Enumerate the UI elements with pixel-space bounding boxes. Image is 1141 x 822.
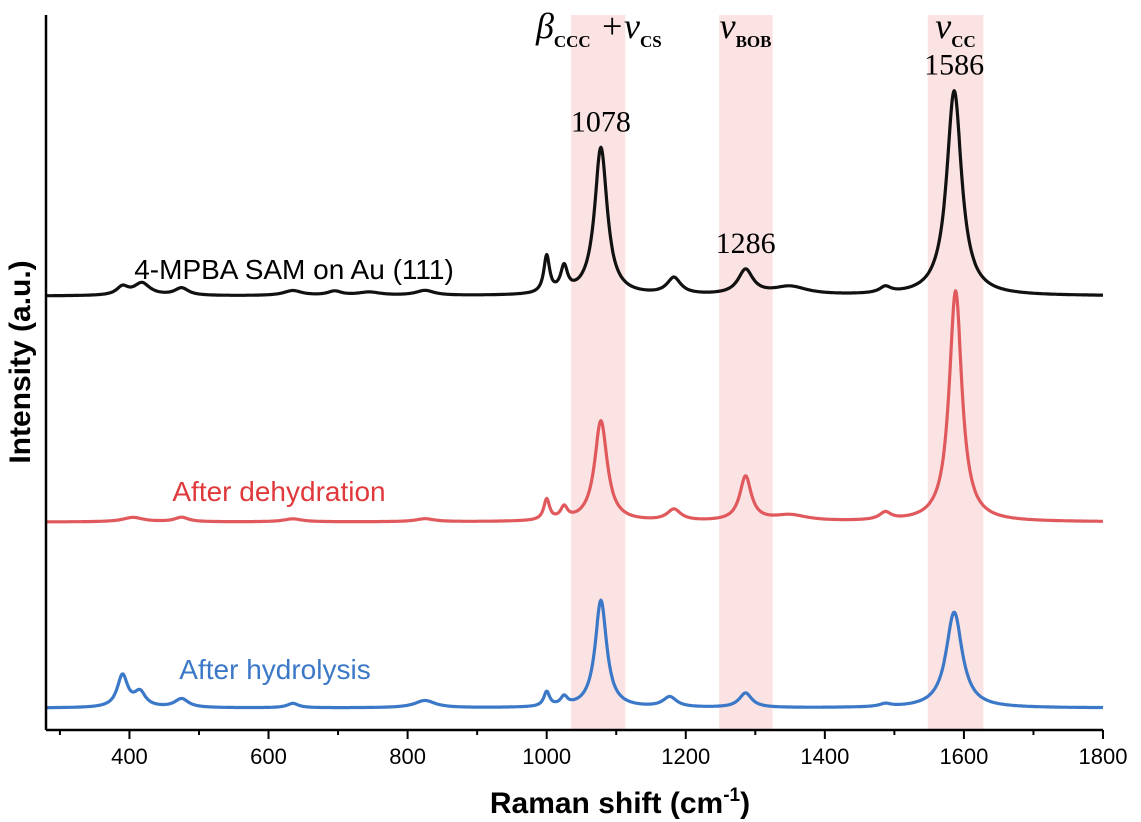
x-tick-label-400: 400 [111, 744, 148, 769]
x-tick-label-1600: 1600 [939, 744, 988, 769]
peak-label-1586: 1586 [924, 49, 984, 82]
spectra-series [45, 89, 1104, 710]
band-label-0: βCCC +νCS [535, 6, 662, 51]
peak-label-1286: 1286 [716, 227, 776, 260]
highlight-bands [571, 15, 984, 730]
y-axis-title: Intensity (a.u.) [4, 260, 37, 463]
series-label-2: After hydrolysis [179, 654, 370, 685]
x-tick-label-1800: 1800 [1079, 744, 1128, 769]
series-label-0: 4-MPBA SAM on Au (111) [134, 254, 454, 285]
band-label-2: νCC [935, 6, 976, 51]
series-line-after-dehydration [45, 289, 1104, 524]
series-line-after-hydrolysis [45, 598, 1104, 710]
annotations: βCCC +νCS νBOB νCC 1078 1286 1586 4-MPBA SAM o… [134, 6, 984, 685]
peak-label-1078: 1078 [571, 105, 631, 138]
x-ticks: 400 600 800 1000 1200 1400 1600 1800 [58, 730, 1128, 769]
axes [44, 15, 1103, 732]
band-2 [927, 15, 984, 730]
x-tick-label-1200: 1200 [661, 744, 710, 769]
x-tick-label-600: 600 [250, 744, 287, 769]
x-axis-title: Raman shift (cm-1) [490, 785, 750, 820]
series-line-4-mpba-sam-on-au-111 [45, 89, 1104, 298]
x-tick-label-1000: 1000 [522, 744, 571, 769]
band-label-1: νBOB [720, 6, 772, 51]
series-label-1: After dehydration [172, 476, 385, 507]
x-tick-label-800: 800 [389, 744, 426, 769]
x-tick-label-1400: 1400 [800, 744, 849, 769]
band-1 [719, 15, 773, 730]
